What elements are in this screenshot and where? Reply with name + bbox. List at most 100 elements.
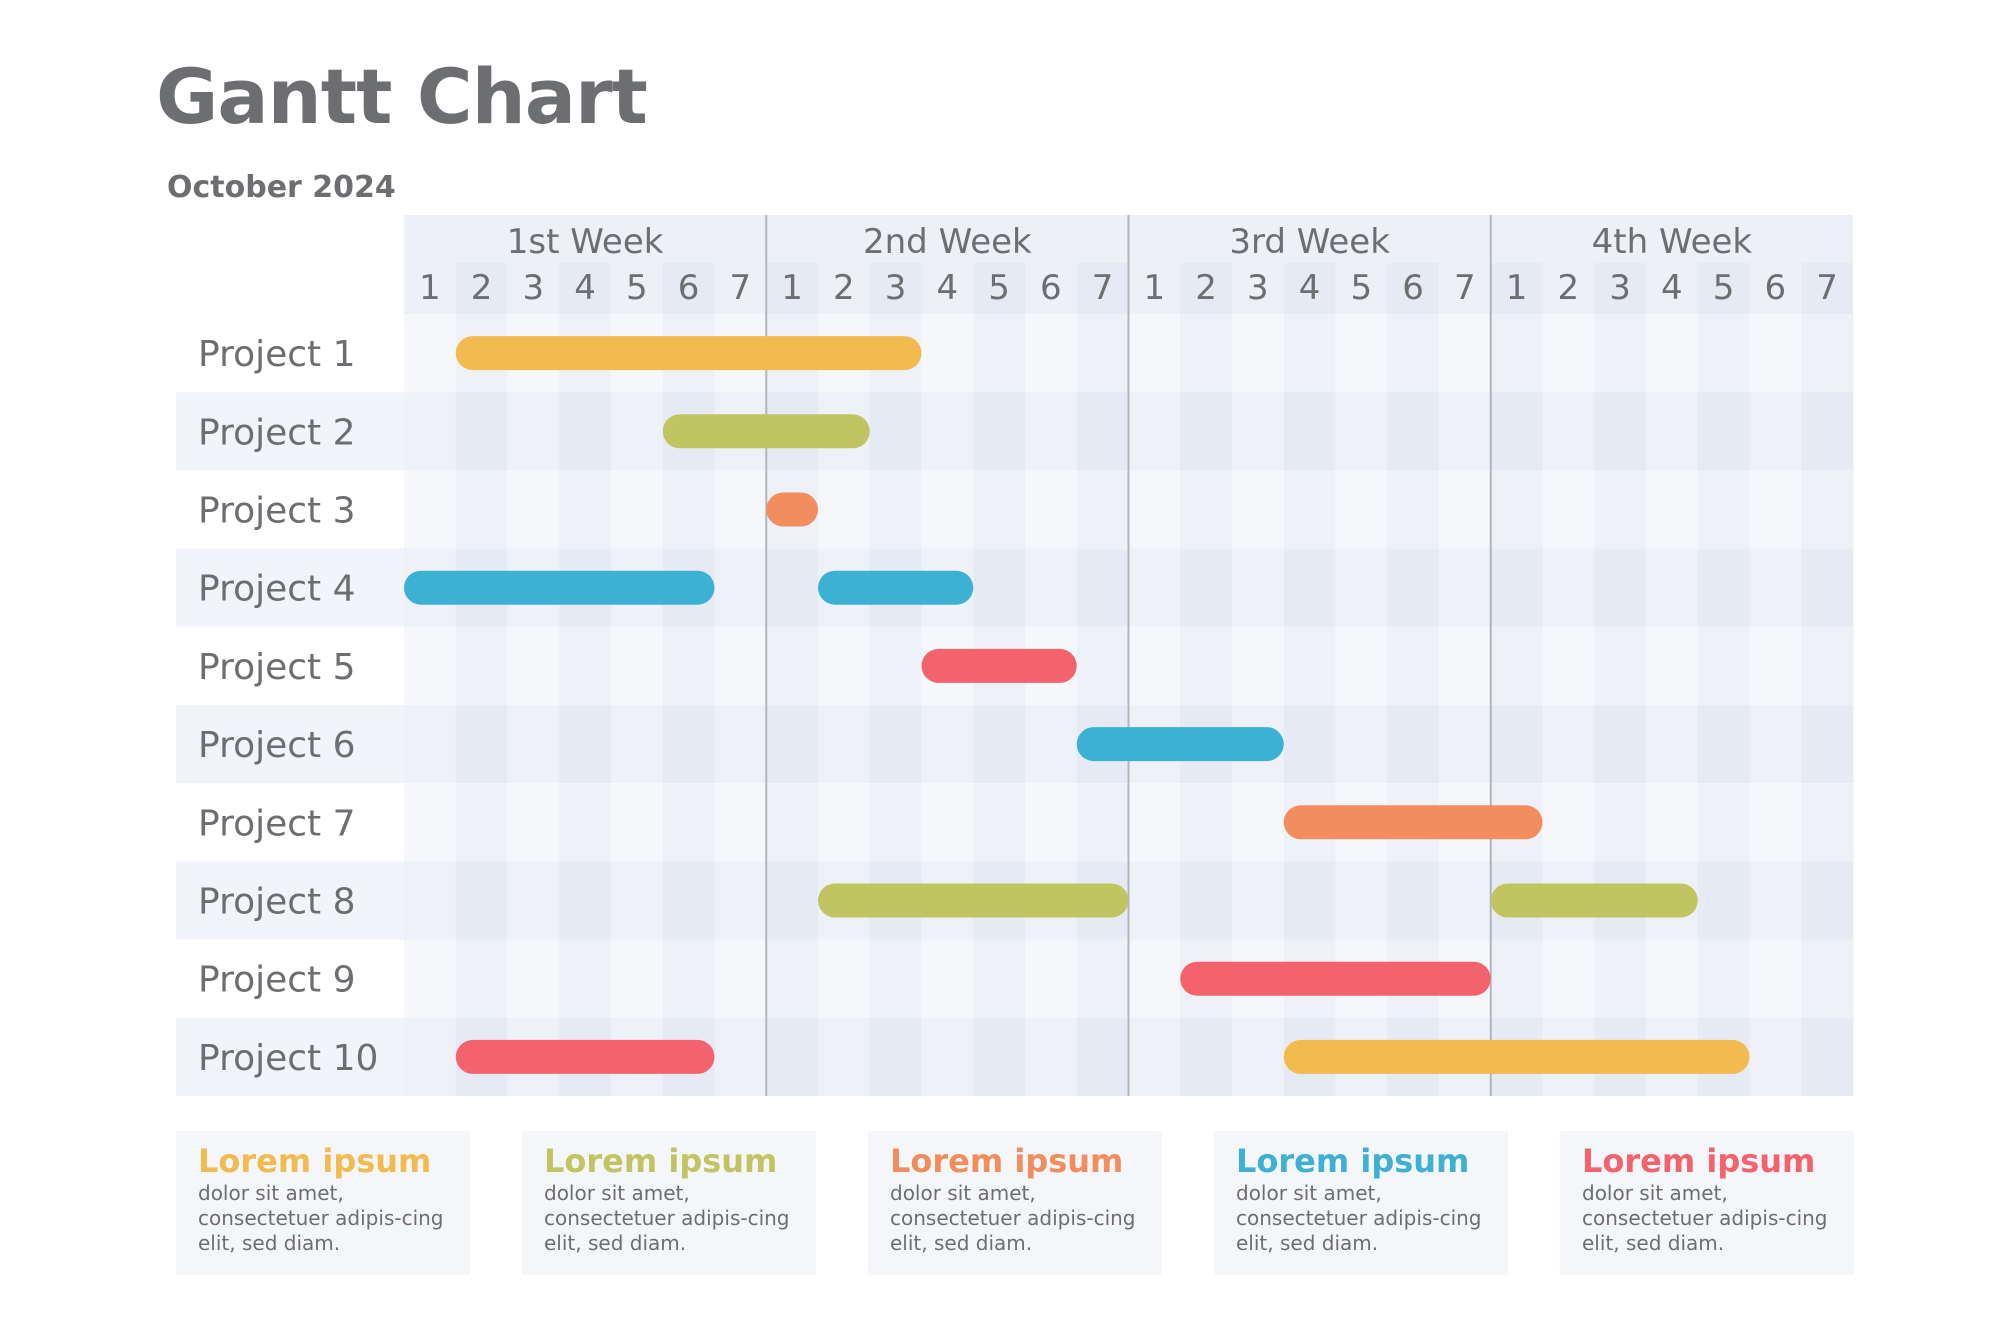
grid-cell bbox=[1697, 626, 1750, 705]
grid-cell bbox=[455, 939, 508, 1018]
grid-cell bbox=[766, 626, 819, 705]
grid-cell bbox=[1025, 1017, 1078, 1096]
legend-card: Lorem ipsum dolor sit amet, consectetuer … bbox=[1560, 1131, 1854, 1275]
grid-cell bbox=[1283, 626, 1336, 705]
day-label: 5 bbox=[988, 268, 1010, 308]
grid-cell bbox=[818, 626, 871, 705]
grid-cell bbox=[1594, 392, 1647, 471]
grid-cell bbox=[1025, 548, 1078, 627]
task-bar bbox=[921, 648, 1077, 683]
grid-cell bbox=[1439, 470, 1492, 549]
grid-cell bbox=[766, 861, 819, 940]
grid-cell bbox=[455, 626, 508, 705]
grid-cell bbox=[1646, 470, 1699, 549]
grid-cell bbox=[973, 314, 1026, 393]
grid-cell bbox=[611, 392, 664, 471]
day-label: 1 bbox=[1506, 268, 1528, 308]
grid-cell bbox=[1542, 783, 1595, 862]
grid-cell bbox=[1335, 314, 1388, 393]
task-bar bbox=[1180, 961, 1491, 996]
grid-cell bbox=[1283, 470, 1336, 549]
grid-cell bbox=[1749, 548, 1802, 627]
grid-cell bbox=[455, 470, 508, 549]
grid-cell bbox=[1232, 1017, 1285, 1096]
grid-cell bbox=[1801, 705, 1854, 784]
grid-cell bbox=[1542, 470, 1595, 549]
day-label: 4 bbox=[1661, 268, 1683, 308]
day-label: 5 bbox=[1713, 268, 1735, 308]
grid-cell bbox=[1076, 548, 1129, 627]
grid-cell bbox=[818, 470, 871, 549]
task-label: Project 2 bbox=[198, 412, 356, 453]
grid-cell bbox=[973, 470, 1026, 549]
grid-cell bbox=[1025, 392, 1078, 471]
grid-cell bbox=[1490, 392, 1543, 471]
grid-cell bbox=[1801, 861, 1854, 940]
day-label: 4 bbox=[1299, 268, 1321, 308]
legend-text: dolor sit amet, consectetuer adipis-cing… bbox=[1582, 1181, 1828, 1255]
day-label: 3 bbox=[1247, 268, 1269, 308]
day-label: 7 bbox=[1816, 268, 1838, 308]
task-label: Project 1 bbox=[198, 334, 356, 375]
grid-cell bbox=[973, 392, 1026, 471]
grid-cell bbox=[1076, 314, 1129, 393]
grid-cell bbox=[1335, 861, 1388, 940]
header-day-stripe bbox=[455, 263, 508, 314]
grid-cell bbox=[455, 861, 508, 940]
grid-cell bbox=[1025, 705, 1078, 784]
grid-cell bbox=[611, 939, 664, 1018]
grid-cell bbox=[1387, 314, 1440, 393]
legend-title: Lorem ipsum bbox=[544, 1142, 778, 1180]
week-label: 3rd Week bbox=[1229, 222, 1390, 262]
day-label: 6 bbox=[1765, 268, 1787, 308]
grid-cell bbox=[1128, 470, 1181, 549]
grid-cell bbox=[662, 626, 715, 705]
grid-cell bbox=[714, 470, 767, 549]
day-label: 7 bbox=[730, 268, 752, 308]
grid-cell bbox=[1387, 392, 1440, 471]
task-bar bbox=[818, 883, 1129, 918]
legend-title: Lorem ipsum bbox=[198, 1142, 432, 1180]
grid-cell bbox=[1490, 314, 1543, 393]
week-label: 1st Week bbox=[507, 222, 664, 262]
grid-cell bbox=[1180, 626, 1233, 705]
grid-cell bbox=[1749, 470, 1802, 549]
task-label: Project 3 bbox=[198, 491, 356, 532]
header-day-stripe bbox=[973, 263, 1025, 314]
grid-cell bbox=[404, 939, 457, 1018]
day-label: 2 bbox=[1195, 268, 1217, 308]
grid-cell bbox=[1387, 705, 1440, 784]
grid-cell bbox=[869, 939, 922, 1018]
grid-cell bbox=[404, 392, 457, 471]
grid-cell bbox=[1542, 705, 1595, 784]
grid-cell bbox=[1542, 314, 1595, 393]
week-label: 2nd Week bbox=[863, 222, 1032, 262]
grid-cell bbox=[1697, 861, 1750, 940]
grid-cell bbox=[921, 783, 974, 862]
grid-cell bbox=[404, 314, 457, 393]
grid-cell bbox=[1180, 861, 1233, 940]
grid-cell bbox=[1439, 392, 1492, 471]
day-label: 3 bbox=[523, 268, 545, 308]
grid-cell bbox=[1283, 314, 1336, 393]
grid-cell bbox=[1542, 626, 1595, 705]
grid-cell bbox=[1594, 314, 1647, 393]
grid-cell bbox=[559, 861, 612, 940]
task-bar bbox=[766, 492, 818, 527]
grid-cell bbox=[662, 470, 715, 549]
grid-cell bbox=[1076, 470, 1129, 549]
grid-cell bbox=[1594, 626, 1647, 705]
day-label: 5 bbox=[1351, 268, 1373, 308]
day-label: 1 bbox=[419, 268, 441, 308]
grid-cell bbox=[1490, 939, 1543, 1018]
header-day-stripe bbox=[1180, 263, 1232, 314]
header-day-stripe bbox=[1387, 263, 1439, 314]
grid-cell bbox=[507, 470, 560, 549]
grid-cell bbox=[766, 705, 819, 784]
grid-cell bbox=[1594, 470, 1647, 549]
grid-cell bbox=[404, 861, 457, 940]
legend-card: Lorem ipsum dolor sit amet, consectetuer … bbox=[176, 1131, 470, 1275]
grid-cell bbox=[559, 626, 612, 705]
grid-cell bbox=[921, 314, 974, 393]
